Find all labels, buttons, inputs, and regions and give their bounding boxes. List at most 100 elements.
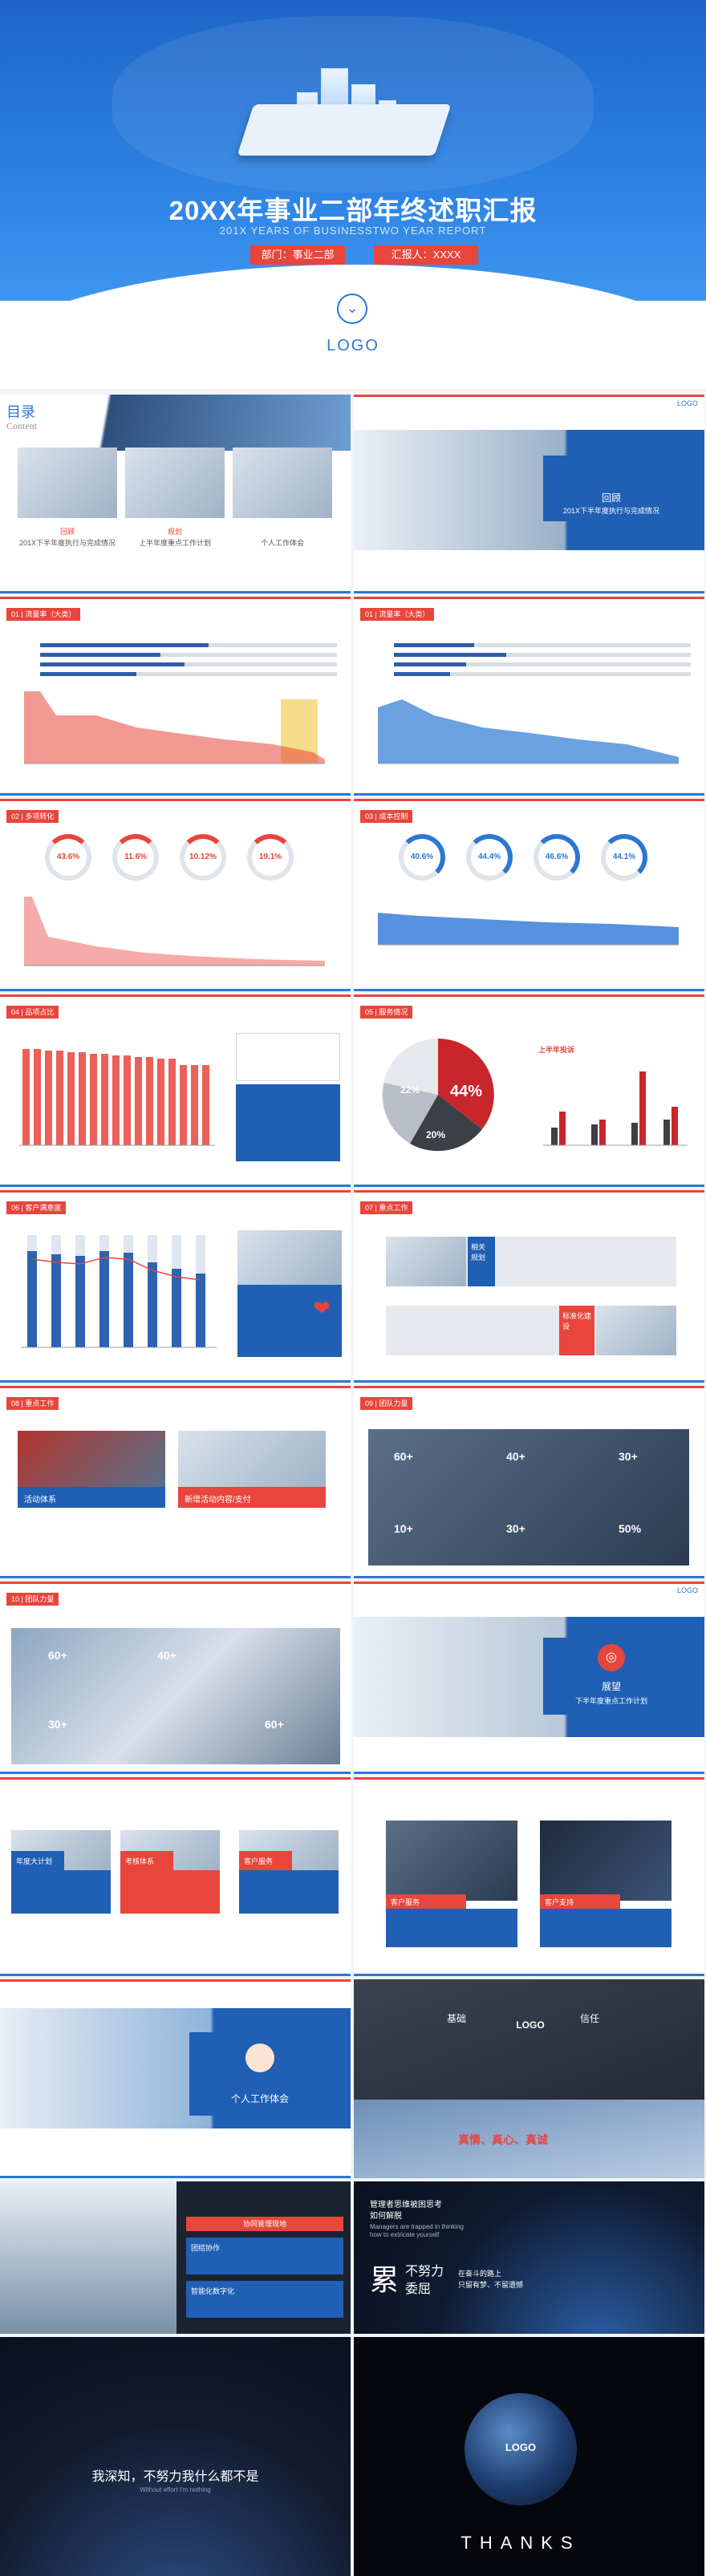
item-photo xyxy=(233,448,332,518)
bar xyxy=(124,1055,131,1145)
section-label: 个人工作体会 xyxy=(230,2093,289,2104)
card-photo xyxy=(540,1821,672,1901)
bar xyxy=(45,1051,52,1145)
bar xyxy=(101,1054,108,1145)
bar-chart xyxy=(543,1071,688,1146)
stat-value: 30+ xyxy=(48,1718,67,1731)
quote-slide[interactable]: 管理者思维被困思考 如何解脱 Managers are trapped in t… xyxy=(354,2181,704,2334)
quote-small: 在奋斗的路上 xyxy=(458,2270,502,2278)
key-work-slide[interactable]: 07 | 重点工作 相关规划 标准化建设 xyxy=(354,1190,704,1383)
gauge-slide[interactable]: 03 | 成本控制 40.6% 44.4% 46.6% 44.1% xyxy=(354,799,704,991)
panel-label: 标准化建设 xyxy=(559,1306,594,1355)
bar xyxy=(196,1274,205,1347)
chevron-down-icon[interactable]: ⌄ xyxy=(337,294,367,324)
chart-slide[interactable]: 01 | 流量率（大类） xyxy=(354,597,704,796)
tablet-graphic xyxy=(237,104,452,156)
gauge: 46.6% xyxy=(534,834,580,881)
cover-logo: LOGO xyxy=(327,337,379,354)
card-label: 新增活动内容/支付 xyxy=(178,1487,326,1508)
pie-label-main: 44% xyxy=(450,1083,483,1100)
area-series xyxy=(24,691,325,763)
slogan: 真情、真心、真诚 xyxy=(458,2133,548,2146)
card-body xyxy=(540,1909,672,1947)
contents-slide[interactable]: 目录 Content 回顾 201X下半年度执行与完成情况 规划 上半年度重点工… xyxy=(0,395,351,593)
bar xyxy=(75,1256,85,1347)
card-photo xyxy=(386,1821,517,1901)
card-body xyxy=(386,1909,517,1947)
chart-slide[interactable]: 01 | 流量率（大类） xyxy=(0,597,351,796)
reporter-badge: 汇报人：XXXX xyxy=(374,245,478,265)
gauge-slide[interactable]: 02 | 多项转化 43.6% 11.6% 10.12% 19.1% xyxy=(0,799,351,991)
slide-tag: 08 | 重点工作 xyxy=(6,1397,59,1410)
contents-item-desc: 上半年度重点工作计划 xyxy=(138,539,211,547)
thanks-slide[interactable]: LOGO THANKS xyxy=(354,2337,704,2576)
team-photo-grid xyxy=(11,1628,340,1764)
gauge: 43.6% xyxy=(45,834,91,881)
bar xyxy=(135,1057,142,1145)
stat-value: 10+ xyxy=(394,1522,413,1535)
quote-en: how to extricate yourself xyxy=(370,2231,440,2238)
pie-slice xyxy=(438,1039,494,1129)
key-work-slide[interactable]: 08 | 重点工作 活动体系 新增活动内容/支付 xyxy=(0,1386,351,1578)
bar xyxy=(551,1128,558,1145)
stacked-bar-slide[interactable]: 06 | 客户满意度 xyxy=(0,1190,351,1383)
building-slide[interactable]: 协同管理现地 团结协作 智能化数字化 xyxy=(0,2181,351,2334)
slide-top-bar xyxy=(0,1777,351,1780)
slide-tag: 07 | 重点工作 xyxy=(360,1201,413,1214)
contents-item-desc: 个人工作体会 xyxy=(260,539,304,547)
bar xyxy=(90,1054,97,1145)
bar xyxy=(146,1057,153,1145)
closing-slide[interactable]: 我深知，不努力我什么都不是 Without effort I'm nothing xyxy=(0,2337,351,2576)
progress-fill xyxy=(40,643,209,647)
contents-title-en: Content xyxy=(6,420,37,431)
plan-cards-slide[interactable]: 年度大计划 考核体系 客户服务 xyxy=(0,1777,351,1976)
bar xyxy=(180,1065,187,1145)
team-slide[interactable]: 09 | 团队力量 60+ 40+ 30+ 10+ 30+ 50% xyxy=(354,1386,704,1578)
quote-line: 如何解脱 xyxy=(370,2212,402,2221)
bar xyxy=(639,1071,646,1145)
pie-chart-slide[interactable]: 05 | 服务情况 44% 22% 20% 上半年投诉 xyxy=(354,994,704,1187)
review-section-slide[interactable]: LOGO 回顾 201X下半年度执行与完成情况 xyxy=(354,395,704,593)
section-desc: 201X下半年度执行与完成情况 xyxy=(562,507,660,515)
card-label: 客户服务 xyxy=(386,1894,466,1909)
progress-fill xyxy=(394,653,506,657)
pie-label: 20% xyxy=(426,1129,446,1140)
plan-section-slide[interactable]: LOGO ◎ 展望 下半年度重点工作计划 xyxy=(354,1582,704,1774)
bar-chart-slide[interactable]: 04 | 品项占比 xyxy=(0,994,351,1187)
card-label: 活动体系 xyxy=(18,1487,165,1508)
value-label: 信任 xyxy=(580,2013,600,2024)
slide-tag: 01 | 流量率（大类） xyxy=(6,608,81,621)
stat-value: 60+ xyxy=(265,1718,284,1731)
bar xyxy=(148,1262,157,1347)
values-slide[interactable]: 基础 信任 LOGO 真情、真心、真诚 xyxy=(354,1979,704,2178)
legend-panel xyxy=(236,1033,340,1081)
bar xyxy=(79,1052,86,1145)
section-box: 回顾 201X下半年度执行与完成情况 xyxy=(543,456,680,521)
cover-title: 20XX年事业二部年终述职汇报 xyxy=(168,196,538,225)
bar xyxy=(56,1051,63,1145)
team-photo-grid xyxy=(368,1429,689,1565)
slide-top-bar xyxy=(0,1190,351,1193)
contents-item-desc: 201X下半年度执行与完成情况 xyxy=(18,539,116,547)
card-photo xyxy=(18,1431,165,1487)
value-label: 基础 xyxy=(447,2013,467,2024)
progress-fill xyxy=(394,643,474,647)
card-body xyxy=(11,1870,111,1914)
progress-track xyxy=(40,662,337,666)
progress-fill xyxy=(394,662,466,666)
slide-top-bar xyxy=(0,994,351,997)
slide-top-bar xyxy=(354,597,704,599)
team-slide[interactable]: 10 | 团队力量 60+ 40+ 30+ 60+ xyxy=(0,1582,351,1774)
area-chart xyxy=(24,691,325,764)
quote-line: 管理者思维被困思考 xyxy=(370,2201,442,2209)
card-label: 客户支持 xyxy=(540,1894,620,1909)
personal-section-slide[interactable]: 个人工作体会 xyxy=(0,1979,351,2178)
bar xyxy=(663,1120,670,1145)
bar xyxy=(172,1269,181,1347)
plan-cards-slide[interactable]: 客户服务 客户支持 xyxy=(354,1777,704,1976)
section-box: 个人工作体会 xyxy=(189,2032,331,2116)
chart-title: 上半年投诉 xyxy=(538,1046,575,1054)
bar xyxy=(34,1049,41,1145)
stat-value: 40+ xyxy=(157,1649,176,1662)
area-chart xyxy=(378,913,679,946)
